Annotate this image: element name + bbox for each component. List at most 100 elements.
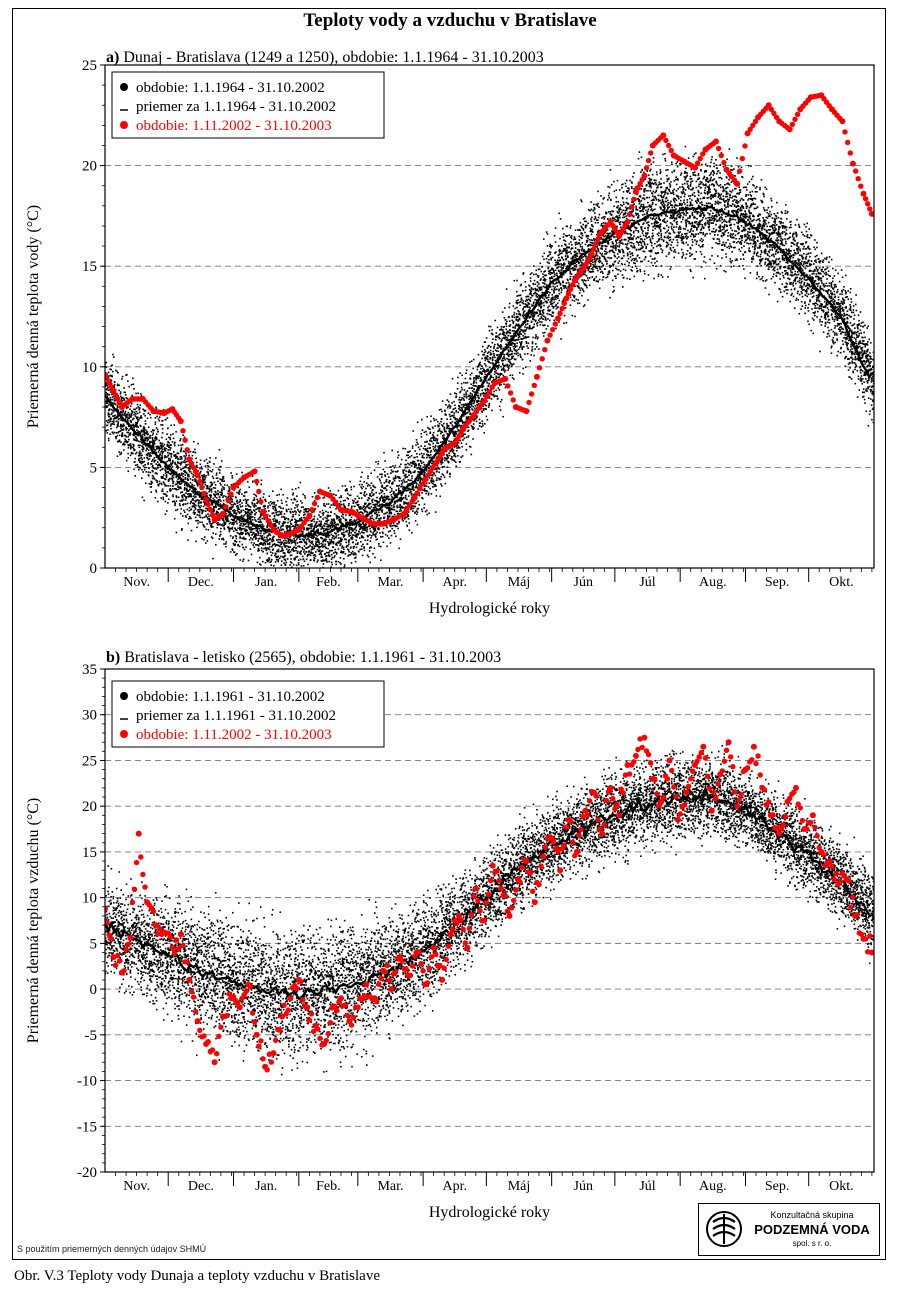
- scatter-point: [332, 542, 335, 545]
- scatter-point: [393, 532, 396, 535]
- scatter-point: [452, 433, 455, 436]
- scatter-point: [418, 463, 420, 465]
- scatter-point: [425, 490, 427, 492]
- scatter-point: [409, 450, 411, 453]
- scatter-point: [431, 482, 434, 485]
- scatter-point: [239, 491, 241, 493]
- scatter-point: [132, 445, 135, 448]
- scatter-point: [287, 549, 290, 552]
- scatter-point: [391, 449, 393, 452]
- scatter-point: [384, 499, 386, 501]
- scatter-point: [113, 386, 115, 388]
- scatter-point: [330, 540, 333, 542]
- scatter-point: [401, 480, 403, 482]
- scatter-point: [390, 534, 393, 537]
- scatter-point: [161, 457, 163, 460]
- scatter-point: [177, 488, 180, 491]
- scatter-point: [406, 481, 408, 483]
- scatter-point: [382, 468, 385, 471]
- scatter-point: [324, 528, 327, 531]
- scatter-point: [176, 452, 179, 454]
- scatter-point: [211, 475, 214, 478]
- scatter-point: [357, 533, 359, 535]
- scatter-point: [445, 404, 447, 406]
- scatter-point: [164, 469, 166, 471]
- scatter-point: [236, 499, 238, 502]
- scatter-point: [331, 522, 333, 524]
- scatter-point: [388, 512, 391, 515]
- scatter-point: [197, 501, 200, 504]
- scatter-point: [188, 518, 190, 520]
- scatter-point: [200, 491, 202, 494]
- scatter-point: [132, 452, 134, 455]
- scatter-point: [327, 541, 329, 543]
- scatter-point: [210, 525, 212, 527]
- scatter-point: [130, 416, 132, 418]
- scatter-point: [248, 527, 251, 529]
- scatter-point: [202, 479, 204, 481]
- scatter-point: [137, 420, 139, 422]
- scatter-point: [157, 446, 160, 449]
- scatter-point: [388, 476, 390, 478]
- scatter-point: [255, 495, 258, 498]
- scatter-point: [221, 492, 223, 495]
- scatter-point: [179, 439, 181, 442]
- scatter-point: [378, 545, 380, 547]
- scatter-point: [395, 500, 398, 503]
- scatter-point: [442, 425, 444, 427]
- scatter-point: [199, 463, 202, 466]
- scatter-point: [312, 537, 314, 540]
- scatter-point: [341, 547, 343, 549]
- scatter-point: [248, 538, 251, 541]
- scatter-point: [397, 476, 400, 479]
- scatter-point: [271, 512, 274, 515]
- scatter-point: [440, 430, 443, 433]
- scatter-point: [396, 499, 399, 501]
- scatter-point: [420, 452, 423, 455]
- scatter-point: [201, 511, 203, 513]
- scatter-point: [313, 547, 316, 549]
- scatter-point: [381, 535, 384, 538]
- scatter-point: [402, 496, 405, 499]
- scatter-point: [167, 441, 169, 443]
- scatter-point: [175, 475, 178, 478]
- scatter-point: [245, 508, 247, 510]
- scatter-point: [144, 432, 146, 435]
- scatter-point: [169, 485, 172, 487]
- scatter-point: [126, 415, 128, 418]
- scatter-point: [131, 424, 134, 427]
- scatter-point: [107, 419, 110, 421]
- scatter-point: [153, 467, 155, 469]
- scatter-point: [371, 514, 373, 517]
- scatter-point: [388, 479, 391, 482]
- scatter-point: [243, 524, 245, 526]
- scatter-point: [238, 528, 241, 531]
- scatter-point: [330, 541, 333, 543]
- scatter-point: [284, 546, 287, 548]
- scatter-point: [414, 464, 417, 467]
- scatter-point: [230, 508, 232, 511]
- scatter-point: [172, 482, 174, 485]
- scatter-point: [310, 575, 312, 577]
- scatter-point: [277, 544, 280, 547]
- scatter-point: [173, 451, 175, 453]
- scatter-point: [362, 529, 364, 531]
- scatter-point: [335, 553, 338, 555]
- scatter-point: [312, 529, 315, 531]
- scatter-point: [360, 531, 363, 533]
- scatter-point: [158, 483, 160, 485]
- scatter-point: [307, 546, 309, 549]
- scatter-point: [173, 455, 176, 457]
- scatter-point: [152, 465, 154, 467]
- scatter-point: [221, 504, 223, 507]
- scatter-point: [151, 481, 153, 484]
- scatter-point: [203, 538, 205, 541]
- scatter-point: [116, 413, 119, 415]
- scatter-point: [327, 528, 329, 531]
- scatter-point: [230, 501, 233, 503]
- scatter-point: [412, 483, 414, 486]
- scatter-point: [448, 454, 451, 457]
- scatter-point: [329, 541, 332, 543]
- scatter-point: [424, 472, 426, 474]
- scatter-point: [381, 503, 384, 505]
